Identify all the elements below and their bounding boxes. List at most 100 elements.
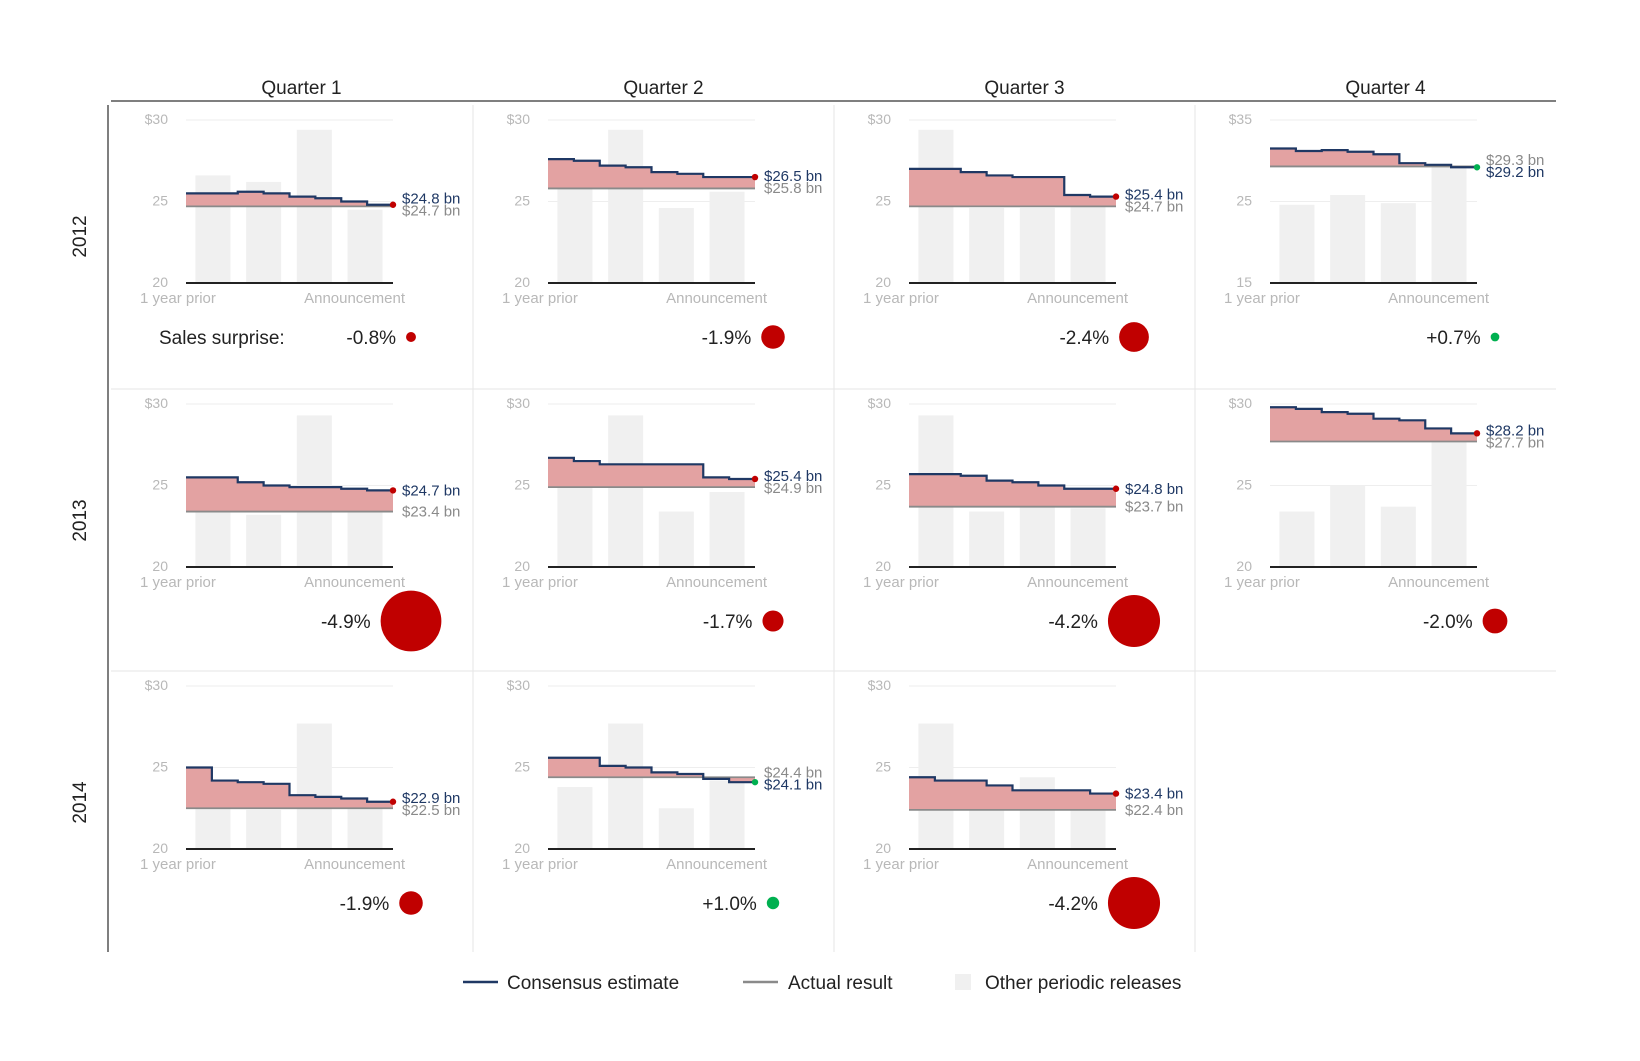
consensus-line <box>909 776 1116 795</box>
consensus-line <box>186 766 393 803</box>
legend-other-swatch <box>955 974 971 990</box>
x-start-label: 1 year prior <box>502 574 578 591</box>
other-release-bar <box>1431 439 1467 567</box>
y-tick-label: $30 <box>145 677 169 693</box>
other-release-bar <box>195 511 231 567</box>
y-tick-label: 20 <box>514 274 530 290</box>
actual-value-label: $24.9 bn <box>764 480 822 497</box>
surprise-value: -4.2% <box>1048 612 1098 633</box>
year-label: 2014 <box>70 781 91 824</box>
other-release-bar <box>709 191 745 283</box>
y-tick-label: $30 <box>507 395 531 411</box>
x-start-label: 1 year prior <box>140 856 216 873</box>
y-tick-label: $30 <box>507 111 531 127</box>
y-tick-label: $30 <box>1229 395 1253 411</box>
y-tick-label: 20 <box>514 558 530 574</box>
surprise-bubble <box>1482 608 1508 634</box>
panel-2014-0: $30 25 201 year prior Announcement $22.9 bn$… <box>140 677 460 915</box>
y-tick-label: $30 <box>868 111 892 127</box>
surprise-value: -0.8% <box>346 328 396 349</box>
legend-actual-label: Actual result <box>788 973 893 994</box>
other-release-bar <box>969 511 1005 567</box>
y-tick-label: 25 <box>152 759 168 775</box>
announcement-point <box>1473 430 1481 437</box>
surprise-bubble <box>1107 876 1161 930</box>
other-release-bar <box>608 129 644 283</box>
other-release-bar <box>1279 204 1315 283</box>
consensus-value-label: $24.8 bn <box>402 191 460 208</box>
consensus-line <box>1270 147 1477 169</box>
consensus-value-label: $25.4 bn <box>1125 187 1183 204</box>
surprise-value: -2.4% <box>1059 328 1109 349</box>
consensus-value-label: $24.1 bn <box>764 777 822 794</box>
panel-2013-3: $30 25 201 year prior Announcement $28.2 bn$… <box>1224 395 1544 634</box>
panel-2014-1: $30 25 201 year prior Announcement $24.1 bn$… <box>502 677 822 915</box>
panel-2012-1: $30 25 201 year prior Announcement $26.5 bn$… <box>502 111 822 349</box>
quarter-header: Quarter 3 <box>984 78 1064 99</box>
other-release-bar <box>246 809 282 849</box>
other-release-bar <box>246 514 282 567</box>
surprise-bubble <box>406 332 416 342</box>
y-tick-label: 20 <box>875 840 891 856</box>
other-release-bar <box>1380 506 1416 567</box>
consensus-line <box>186 476 393 492</box>
quarter-header: Quarter 4 <box>1345 78 1426 99</box>
surprise-bubble <box>766 896 780 910</box>
x-start-label: 1 year prior <box>140 290 216 307</box>
legend-other-label: Other periodic releases <box>985 973 1181 994</box>
surprise-bubble <box>399 891 423 915</box>
x-start-label: 1 year prior <box>863 574 939 591</box>
other-release-bar <box>557 787 593 849</box>
other-release-bar <box>1019 506 1055 567</box>
surprise-bubble <box>380 590 442 652</box>
y-tick-label: $30 <box>868 395 892 411</box>
y-tick-label: 25 <box>514 193 530 209</box>
x-start-label: 1 year prior <box>1224 290 1300 307</box>
x-end-label: Announcement <box>666 856 768 873</box>
consensus-value-label: $28.2 bn <box>1486 422 1544 439</box>
consensus-value-label: $26.5 bn <box>764 168 822 185</box>
x-end-label: Announcement <box>304 856 406 873</box>
year-label: 2013 <box>70 499 91 541</box>
other-release-bar <box>658 511 694 567</box>
panel-2013-2: $30 25 201 year prior Announcement $24.8 bn$… <box>863 395 1183 648</box>
other-release-bar <box>195 808 231 849</box>
x-end-label: Announcement <box>666 290 768 307</box>
y-tick-label: 25 <box>514 759 530 775</box>
y-tick-label: 20 <box>152 840 168 856</box>
surprise-title: Sales surprise: <box>159 328 285 349</box>
announcement-point <box>389 487 397 494</box>
announcement-point <box>1473 164 1481 171</box>
y-tick-label: 20 <box>875 558 891 574</box>
other-release-bar <box>557 487 593 567</box>
actual-value-label: $27.7 bn <box>1486 434 1544 451</box>
other-release-bar <box>969 208 1005 283</box>
panel-2012-2: $30 25 201 year prior Announcement $25.4 bn$… <box>863 111 1183 352</box>
x-end-label: Announcement <box>1388 574 1490 591</box>
surprise-area <box>548 457 755 488</box>
surprise-value: -4.9% <box>321 612 371 633</box>
announcement-point <box>389 798 397 805</box>
other-release-bar <box>1380 203 1416 283</box>
y-tick-label: 20 <box>152 558 168 574</box>
x-end-label: Announcement <box>1027 574 1129 591</box>
x-start-label: 1 year prior <box>1224 574 1300 591</box>
other-release-bar <box>347 209 383 283</box>
actual-value-label: $25.8 bn <box>764 180 822 197</box>
other-release-bar <box>1279 511 1315 567</box>
consensus-line <box>909 472 1116 490</box>
announcement-point <box>751 475 759 483</box>
announcement-point <box>389 201 397 208</box>
y-tick-label: $35 <box>1229 111 1253 127</box>
y-tick-label: 15 <box>1236 274 1252 290</box>
actual-value-label: $24.7 bn <box>402 203 460 220</box>
y-tick-label: $30 <box>145 395 169 411</box>
legend-consensus-label: Consensus estimate <box>507 973 679 994</box>
actual-value-label: $22.4 bn <box>1125 802 1183 819</box>
consensus-value-label: $24.8 bn <box>1125 481 1183 498</box>
x-end-label: Announcement <box>1027 856 1129 873</box>
consensus-line <box>548 158 755 179</box>
other-release-bar <box>1070 508 1106 567</box>
announcement-point <box>1112 790 1120 797</box>
